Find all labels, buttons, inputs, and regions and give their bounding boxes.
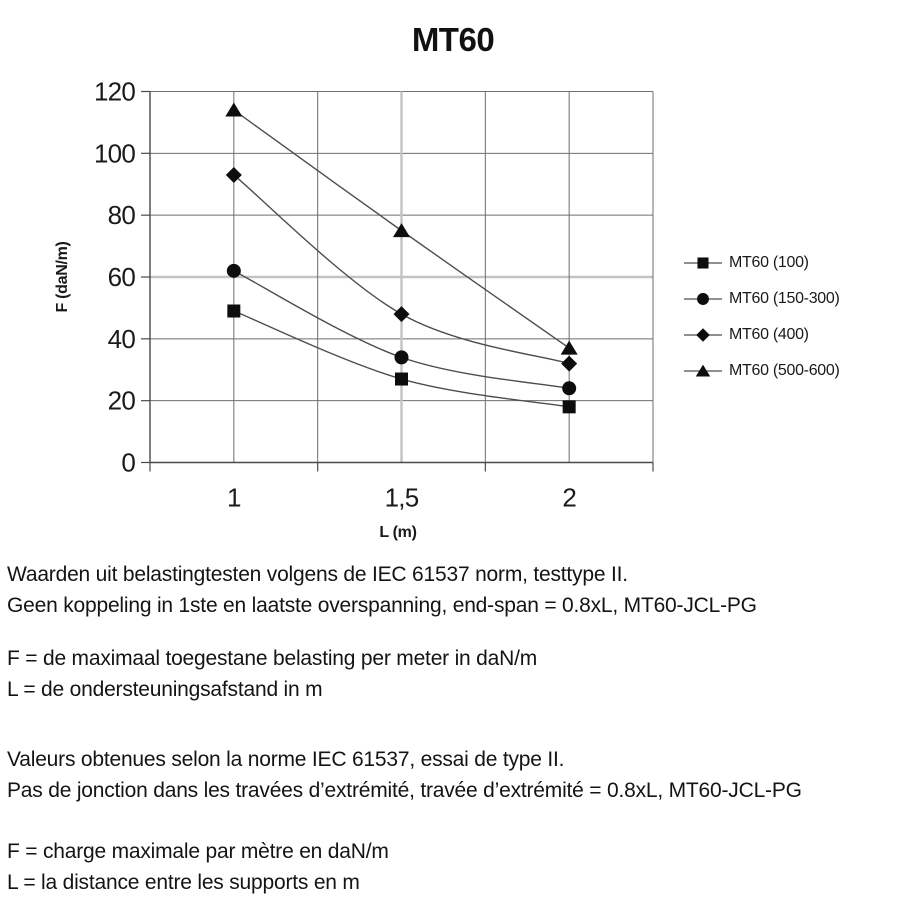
legend-item-0: MT60 (100): [684, 245, 840, 281]
marker-diamond-icon: [225, 166, 242, 183]
note-fr-description: Valeurs obtenues selon la norme IEC 6153…: [7, 744, 908, 806]
marker-triangle-icon: [695, 364, 711, 377]
marker-circle-icon: [394, 350, 409, 365]
x-tick-label: 1,5: [385, 483, 419, 513]
chart-title: MT60: [412, 21, 494, 58]
legend-triangle-icon: [684, 364, 722, 377]
note-line: Geen koppeling in 1ste en laatste oversp…: [7, 594, 757, 617]
y-tick-label: 100: [94, 138, 135, 168]
note-fr-legend-def: F = charge maximale par mètre en daN/m L…: [7, 836, 908, 898]
legend-label: MT60 (400): [729, 326, 809, 343]
marker-square-icon: [227, 304, 241, 318]
y-tick-label: 20: [108, 386, 136, 416]
y-tick-label: 120: [94, 77, 135, 107]
marker-triangle-icon: [560, 340, 578, 355]
legend-item-2: MT60 (400): [684, 317, 840, 353]
marker-square-icon: [395, 372, 408, 386]
legend-label: MT60 (100): [729, 254, 809, 271]
note-line: L = de ondersteuningsafstand in m: [7, 678, 323, 701]
legend-item-3: MT60 (500-600): [684, 353, 840, 389]
chart-legend: MT60 (100) MT60 (150-300) MT60 (400) MT60 (…: [684, 245, 840, 389]
marker-diamond-icon: [393, 306, 410, 323]
legend-diamond-icon: [684, 328, 722, 342]
y-tick-label: 80: [108, 200, 136, 230]
marker-circle-icon: [697, 293, 709, 305]
note-line: Valeurs obtenues selon la norme IEC 6153…: [7, 748, 565, 771]
note-nl-legend-def: F = de maximaal toegestane belasting per…: [7, 643, 908, 705]
note-line: F = charge maximale par mètre en daN/m: [7, 840, 389, 863]
legend-square-icon: [684, 257, 722, 269]
series-layer: [225, 102, 578, 414]
marker-circle-icon: [226, 263, 241, 278]
legend-label: MT60 (500-600): [729, 362, 840, 379]
legend-label: MT60 (150-300): [729, 290, 840, 307]
marker-circle-icon: [562, 381, 577, 396]
x-tick-label: 1: [227, 483, 241, 513]
marker-diamond-icon: [696, 328, 710, 342]
note-nl-description: Waarden uit belastingtesten volgens de I…: [7, 559, 908, 621]
marker-square-icon: [562, 400, 576, 414]
legend-circle-icon: [684, 293, 722, 305]
y-tick-label: 0: [121, 448, 135, 478]
x-axis-title: L (m): [379, 524, 416, 541]
note-line: F = de maximaal toegestane belasting per…: [7, 647, 538, 670]
marker-triangle-icon: [225, 102, 243, 117]
note-line: Pas de jonction dans les travées d’extré…: [7, 779, 802, 802]
chart-plot: MT60 F (daN/m) L (m) 0 20 40 60 80 100 120 1 1,5…: [54, 21, 654, 541]
grid-layer: 0 20 40 60 80 100 120 1 1,5 2: [94, 77, 654, 513]
x-tick-label: 2: [562, 483, 576, 513]
mt60-load-chart: MT60 F (daN/m) L (m) 0 20 40 60 80 100 120 1 1,5…: [54, 21, 840, 541]
legend-item-1: MT60 (150-300): [684, 281, 840, 317]
y-tick-label: 60: [108, 262, 136, 292]
y-tick-label: 40: [108, 324, 136, 354]
marker-diamond-icon: [561, 355, 578, 372]
note-line: Waarden uit belastingtesten volgens de I…: [7, 563, 628, 586]
notes: Waarden uit belastingtesten volgens de I…: [0, 552, 908, 898]
note-line: L = la distance entre les supports en m: [7, 871, 360, 894]
y-axis-title: F (daN/m): [54, 241, 71, 312]
marker-square-icon: [697, 257, 709, 269]
marker-triangle-icon: [393, 223, 410, 238]
